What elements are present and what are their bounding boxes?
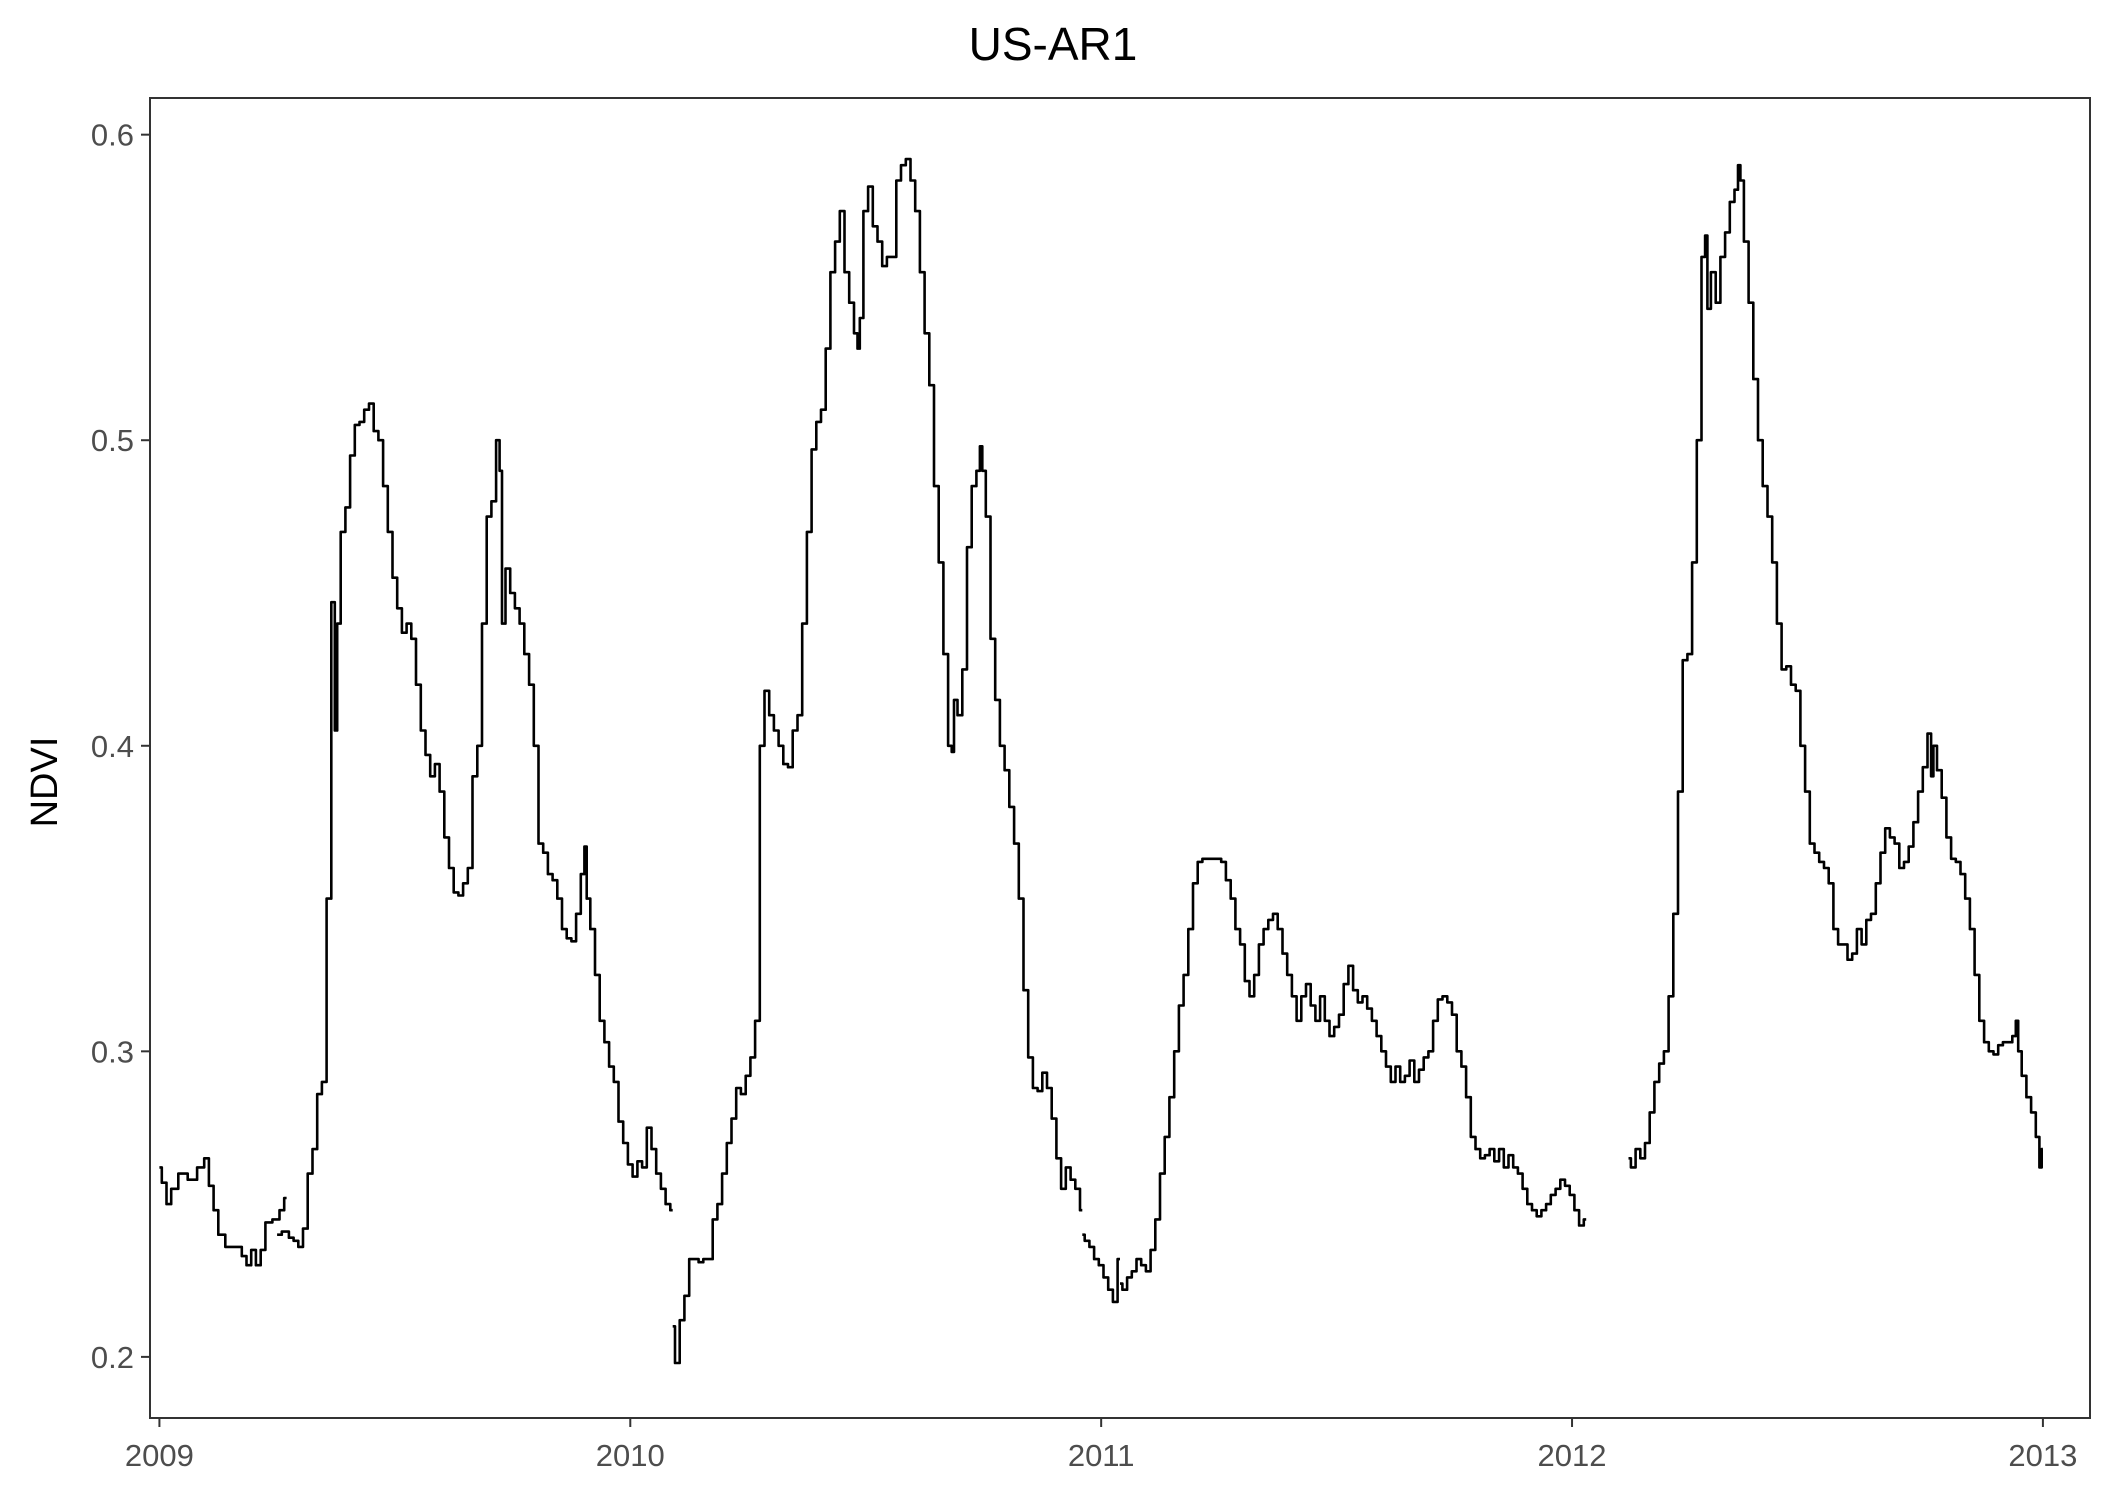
chart-title: US-AR1 <box>969 18 1138 70</box>
ndvi-series-line <box>1628 163 2043 1169</box>
y-tick-label: 0.5 <box>91 423 134 458</box>
plot-panel-border <box>149 97 2091 1419</box>
x-tick-label: 2009 <box>125 1438 194 1473</box>
x-tick-label: 2012 <box>1538 1438 1607 1473</box>
y-tick-label: 0.6 <box>91 118 134 153</box>
x-tick-label: 2013 <box>2008 1438 2077 1473</box>
y-axis-title: NDVI <box>24 737 66 828</box>
ndvi-series-line <box>1082 1233 1120 1304</box>
y-axis: 0.2 0.3 0.4 0.5 0.6 <box>91 118 150 1375</box>
x-tick-label: 2011 <box>1068 1438 1135 1473</box>
y-tick-label: 0.3 <box>91 1034 134 1069</box>
y-tick-label: 0.4 <box>91 729 134 764</box>
x-tick-label: 2010 <box>596 1438 665 1473</box>
ndvi-series-line <box>159 1157 287 1267</box>
series-layer <box>159 157 2043 1365</box>
ndvi-series-line <box>277 402 673 1249</box>
y-tick-label: 0.2 <box>91 1340 134 1375</box>
ndvi-series-line <box>672 157 1083 1365</box>
ndvi-series-line <box>1120 857 1587 1291</box>
x-axis: 2009 2010 2011 2012 2013 <box>125 1418 2077 1473</box>
